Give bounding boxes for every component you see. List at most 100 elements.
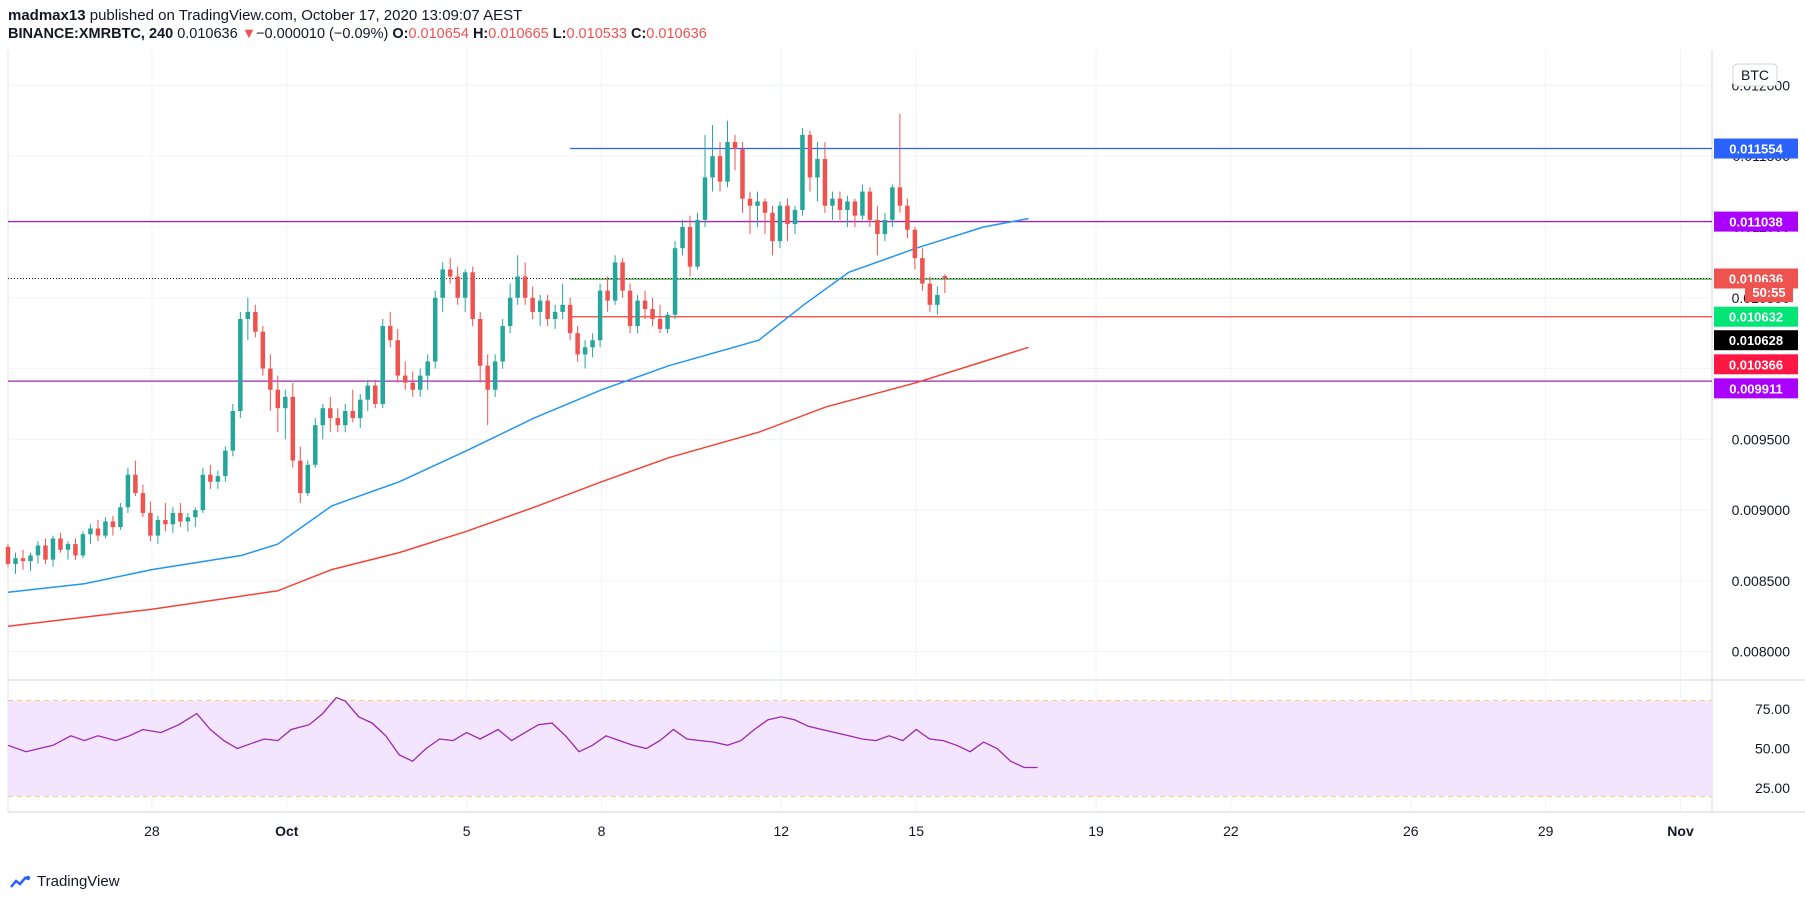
candle-body	[770, 212, 775, 242]
candle	[43, 538, 48, 564]
footer-branding[interactable]: TradingView	[10, 873, 120, 890]
candle	[537, 294, 543, 327]
moving-averages	[7, 217, 1029, 627]
candle	[200, 467, 206, 513]
candle	[762, 198, 768, 235]
candle	[920, 248, 925, 291]
y-tick-label: 0.008000	[1732, 644, 1791, 660]
candle-body	[417, 375, 423, 390]
candle-body	[440, 269, 445, 298]
candle	[380, 318, 385, 409]
candle	[215, 470, 221, 489]
candle	[747, 191, 753, 235]
candle-body	[560, 304, 565, 312]
candle-body	[73, 544, 78, 556]
candle-body	[522, 276, 528, 298]
candle	[702, 134, 708, 227]
candles	[5, 113, 948, 574]
candle	[298, 446, 303, 504]
price-chart[interactable]: 0.0120000.0115000.0110000.0105000.010000…	[0, 0, 1805, 870]
candle	[148, 501, 153, 542]
candle	[650, 297, 655, 327]
candle-body	[335, 418, 341, 426]
candle-body	[665, 314, 670, 329]
candle-body	[785, 205, 790, 225]
x-tick-label: Nov	[1667, 823, 1694, 839]
close-key: C:	[630, 26, 647, 42]
candle-body	[807, 134, 813, 178]
candle-body	[537, 300, 543, 312]
candle	[725, 120, 730, 188]
candle-body	[717, 156, 723, 182]
candle-body	[395, 340, 400, 376]
candle	[13, 552, 18, 574]
candle-body	[140, 493, 146, 513]
candle	[500, 318, 505, 369]
candle-body	[50, 538, 56, 560]
candle-body	[725, 142, 730, 182]
candle-body	[103, 521, 108, 536]
candle-body	[575, 333, 580, 355]
candle	[657, 304, 663, 334]
candle	[275, 375, 281, 433]
candle	[552, 304, 558, 329]
candle	[912, 226, 918, 270]
price-label-bg	[1714, 211, 1798, 232]
candle-body	[58, 538, 63, 550]
candle-body	[860, 191, 865, 216]
candle	[882, 212, 888, 242]
candle	[800, 127, 805, 216]
candle-body	[477, 318, 483, 366]
candle-body	[657, 318, 663, 329]
candle	[927, 276, 933, 312]
candle	[462, 269, 468, 312]
candle	[395, 328, 400, 383]
candle-body	[530, 297, 535, 312]
candle-body	[920, 258, 925, 284]
x-tick-label: 12	[774, 823, 790, 839]
candle-body	[13, 558, 18, 564]
candle-body	[635, 300, 640, 327]
candle-body	[5, 546, 11, 564]
candle-body	[110, 521, 116, 528]
candle-body	[402, 375, 408, 383]
candle-body	[695, 219, 700, 267]
candle	[170, 507, 176, 533]
candle	[290, 382, 296, 468]
author-name[interactable]: madmax13	[8, 7, 86, 24]
candle	[58, 532, 63, 553]
candle	[755, 191, 760, 227]
candle	[410, 371, 415, 397]
symbol-line: BINANCE:XMRBTC, 240 0.010636 ▼−0.000010 …	[8, 25, 707, 44]
candle-body	[380, 326, 385, 404]
candle-body	[298, 460, 303, 494]
candle-body	[642, 300, 648, 310]
candle-body	[905, 205, 910, 230]
candle-body	[118, 507, 123, 528]
price-label-bg	[1714, 378, 1798, 399]
candle	[238, 311, 243, 419]
open-value: 0.010654	[408, 26, 469, 42]
candle	[612, 255, 618, 305]
candle	[103, 517, 108, 539]
candle	[73, 538, 78, 560]
candle-body	[350, 411, 356, 419]
candle	[283, 389, 288, 440]
candle-body	[747, 198, 753, 206]
candle	[455, 266, 460, 305]
candle	[545, 294, 550, 327]
candle-body	[500, 326, 505, 362]
candle	[350, 389, 356, 423]
candle	[260, 326, 266, 376]
candle-body	[485, 365, 490, 390]
candle-body	[875, 219, 880, 235]
candle	[95, 520, 101, 542]
candle	[845, 195, 850, 227]
candle	[597, 283, 603, 348]
candle	[335, 408, 341, 433]
candle-body	[740, 149, 745, 199]
candle	[620, 258, 625, 298]
candle-body	[125, 474, 131, 508]
candle-body	[702, 177, 708, 220]
candle-body	[545, 300, 550, 319]
